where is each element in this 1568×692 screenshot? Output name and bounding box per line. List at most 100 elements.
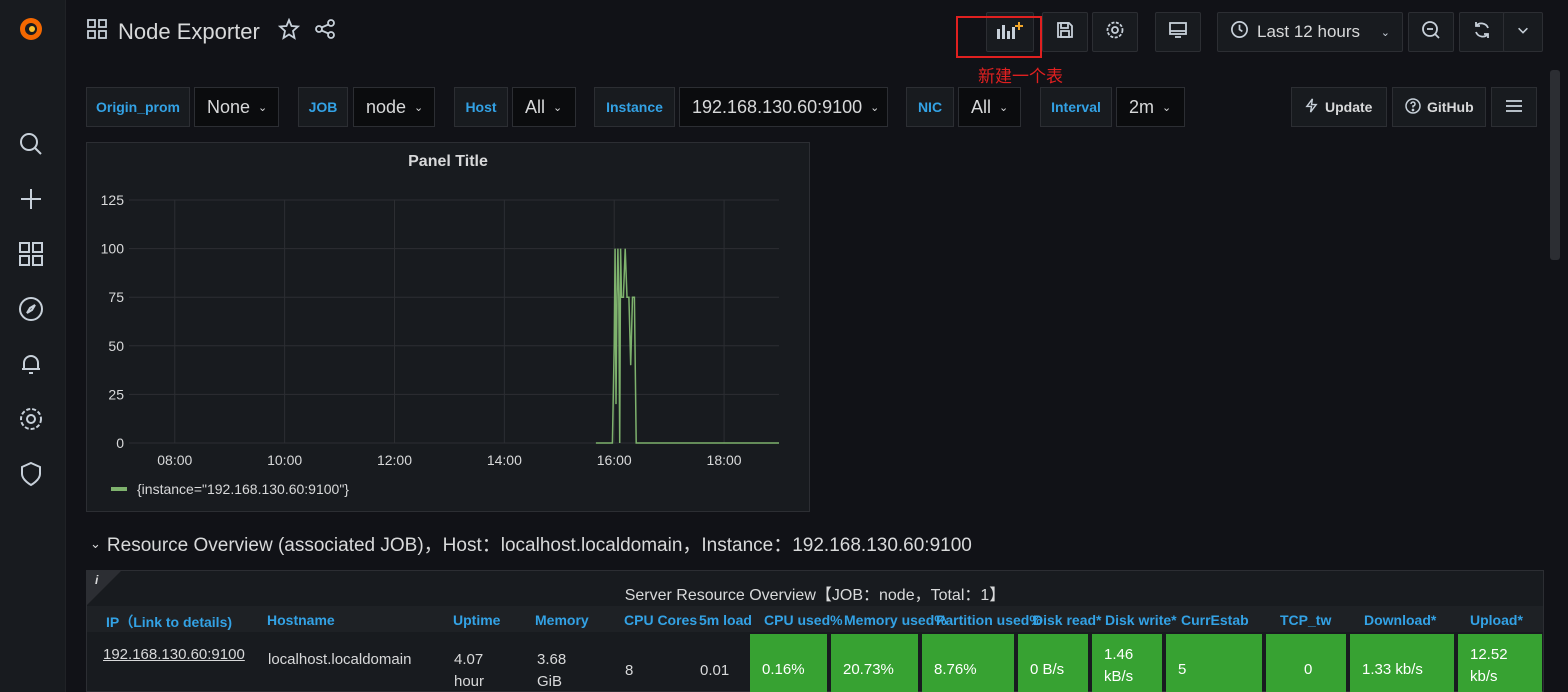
- variable-select-job[interactable]: node ⌄: [353, 87, 435, 127]
- refresh-interval-dropdown[interactable]: [1503, 12, 1543, 52]
- settings-gear-icon[interactable]: [18, 406, 44, 432]
- cell-partition-used: 8.76%: [922, 634, 1014, 692]
- page-scrollbar[interactable]: [1550, 70, 1560, 260]
- star-icon[interactable]: [277, 17, 301, 45]
- col-header-5m-load[interactable]: 5m load: [699, 612, 752, 628]
- cell-disk-write: 1.46 kB/s: [1092, 634, 1162, 692]
- panel-title[interactable]: Panel Title: [408, 153, 488, 170]
- dashboard-links-menu-button[interactable]: [1491, 87, 1537, 127]
- refresh-button[interactable]: [1459, 12, 1505, 52]
- cell-tcp-tw: 0: [1266, 634, 1346, 692]
- cell-download: 1.33 kb/s: [1350, 634, 1454, 692]
- col-header-uptime[interactable]: Uptime: [453, 612, 501, 628]
- col-header-cpu-used[interactable]: CPU used%: [764, 612, 843, 628]
- grafana-logo-icon[interactable]: [18, 16, 44, 42]
- share-icon[interactable]: [314, 18, 336, 45]
- variable-select-interval[interactable]: 2m ⌄: [1116, 87, 1185, 127]
- col-header-tcp-tw[interactable]: TCP_tw: [1280, 612, 1332, 628]
- dashboard-title[interactable]: Node Exporter: [118, 18, 260, 44]
- y-tick-label: 125: [101, 192, 125, 208]
- explore-compass-icon[interactable]: [18, 296, 44, 322]
- cell-hostname: localhost.localdomain: [268, 651, 412, 668]
- alerting-bell-icon[interactable]: [18, 351, 44, 377]
- x-tick-label: 14:00: [487, 452, 522, 468]
- col-header-download[interactable]: Download*: [1364, 612, 1437, 628]
- panel-info-corner[interactable]: [87, 571, 121, 605]
- update-link-button[interactable]: Update: [1291, 87, 1387, 127]
- cell-memory-value: 3.68: [537, 651, 567, 668]
- search-icon[interactable]: [18, 131, 44, 157]
- cell-upload-value: 12.52: [1470, 646, 1508, 663]
- dashboards-icon[interactable]: [18, 241, 44, 267]
- refresh-icon: [1472, 20, 1492, 45]
- github-link-button[interactable]: GitHub: [1392, 87, 1486, 127]
- cell-disk-write-unit: kB/s: [1104, 668, 1134, 685]
- bolt-icon: [1304, 98, 1319, 116]
- dashboard-settings-button[interactable]: [1092, 12, 1138, 52]
- plus-icon[interactable]: [18, 186, 44, 212]
- col-header-cpu-cores[interactable]: CPU Cores: [624, 612, 698, 628]
- cell-disk-read: 0 B/s: [1018, 634, 1088, 692]
- col-header-memory[interactable]: Memory: [535, 612, 589, 628]
- col-header-partition-used[interactable]: Partition used%: [936, 612, 1042, 628]
- col-header-ip[interactable]: IP（Link to details): [106, 614, 233, 630]
- cell-disk-write-value: 1.46: [1104, 646, 1134, 663]
- cell-ip-link[interactable]: 192.168.130.60:9100: [103, 646, 245, 663]
- col-header-hostname[interactable]: Hostname: [267, 612, 335, 628]
- variable-value-host: All: [525, 96, 546, 117]
- y-tick-label: 0: [116, 435, 124, 451]
- zoom-out-button[interactable]: [1408, 12, 1454, 52]
- x-tick-label: 12:00: [377, 452, 412, 468]
- variable-select-origin-prom[interactable]: None ⌄: [194, 87, 279, 127]
- table-panel-title[interactable]: Server Resource Overview【JOB：node，Total：…: [624, 587, 1006, 604]
- row-header[interactable]: ⌄ Resource Overview (associated JOB)，Hos…: [90, 530, 972, 557]
- x-axis-ticks: 08:00 10:00 12:00 14:00 16:00 18:00: [157, 452, 742, 468]
- cell-uptime-value: 4.07: [454, 651, 484, 668]
- cell-memory-unit: GiB: [537, 673, 563, 690]
- variable-value-nic: All: [971, 96, 992, 117]
- y-tick-label: 50: [108, 338, 124, 354]
- chevron-down-icon: ⌄: [1162, 101, 1172, 114]
- add-panel-button[interactable]: [986, 12, 1034, 52]
- variable-select-nic[interactable]: All ⌄: [958, 87, 1021, 127]
- chevron-down-icon: ⌄: [870, 101, 880, 114]
- variable-select-instance[interactable]: 192.168.130.60:9100 ⌄: [679, 87, 888, 127]
- save-dashboard-button[interactable]: [1042, 12, 1088, 52]
- variable-value-origin-prom: None: [207, 96, 251, 117]
- time-range-picker[interactable]: Last 12 hours ⌄: [1217, 12, 1403, 52]
- github-link-label: GitHub: [1427, 99, 1474, 115]
- gear-icon: [1105, 20, 1125, 45]
- y-tick-label: 100: [101, 241, 125, 257]
- variable-select-host[interactable]: All ⌄: [512, 87, 576, 127]
- variable-label-origin-prom: Origin_prom: [86, 87, 190, 127]
- time-range-label: Last 12 hours: [1257, 22, 1361, 41]
- update-link-label: Update: [1325, 99, 1373, 115]
- legend-label[interactable]: {instance="192.168.130.60:9100"}: [137, 481, 349, 497]
- variable-label-job: JOB: [298, 87, 348, 127]
- chevron-down-icon: ⌄: [999, 101, 1009, 114]
- col-header-upload[interactable]: Upload*: [1470, 612, 1523, 628]
- col-header-currestab[interactable]: CurrEstab: [1181, 612, 1249, 628]
- info-icon[interactable]: i: [95, 573, 99, 587]
- tv-mode-button[interactable]: [1155, 12, 1201, 52]
- col-header-disk-read[interactable]: Disk read*: [1033, 612, 1102, 628]
- dashboard-grid-icon: [86, 18, 108, 45]
- variable-value-job: node: [366, 96, 407, 117]
- variable-label-instance: Instance: [594, 87, 675, 127]
- col-header-disk-write[interactable]: Disk write*: [1105, 612, 1177, 628]
- table-header-row: [87, 606, 1543, 632]
- zoom-out-icon: [1421, 20, 1441, 45]
- shield-icon[interactable]: [18, 461, 44, 487]
- col-header-memory-used[interactable]: Memory used%: [844, 612, 947, 628]
- series-line: [595, 248, 779, 444]
- cell-memory-used: 20.73%: [831, 634, 918, 692]
- annotation-text: 新建一个表: [978, 67, 1063, 86]
- row-title: Resource Overview (associated JOB)，Host：…: [106, 535, 972, 556]
- legend-swatch: [111, 487, 127, 491]
- cell-upload: 12.52 kb/s: [1458, 634, 1542, 692]
- help-circle-icon: [1405, 97, 1421, 117]
- line-chart: 125 100 75 50 25 0 08:00 10:00 12:00 14:00 16:00 1…: [101, 192, 779, 497]
- chevron-down-icon: ⌄: [553, 101, 563, 114]
- variable-label-interval: Interval: [1040, 87, 1112, 127]
- y-tick-label: 25: [108, 386, 124, 402]
